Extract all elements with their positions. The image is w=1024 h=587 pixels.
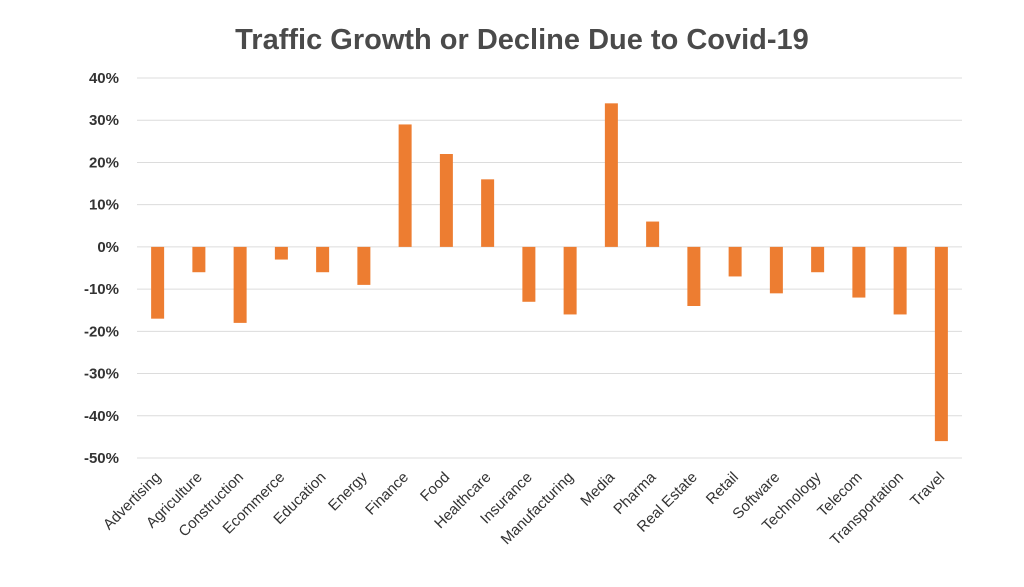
gridlines [137,77,962,459]
chart-title: Traffic Growth or Decline Due to Covid-1… [235,24,809,56]
x-tick-label: Travel [907,469,948,510]
y-tick-label: 10% [89,197,119,214]
y-tick-label: -10% [84,281,119,298]
bar-finance [398,124,412,247]
y-tick-label: 20% [89,154,119,171]
bar-food [439,154,453,247]
x-tick-label: Transportation [827,469,907,549]
bar-education [316,246,330,273]
x-tick-label: Manufacturing [498,469,577,548]
bar-agriculture [192,246,206,273]
x-tick-label: Finance [362,469,412,519]
bar-software [769,246,783,294]
y-tick-label: 30% [89,112,119,129]
bar-real-estate [687,246,701,306]
y-tick-label: -40% [84,408,119,425]
bar-transportation [893,246,907,315]
bar-healthcare [481,179,495,247]
y-tick-label: -50% [84,450,119,467]
x-tick-label: Food [417,469,453,505]
bar-travel [934,246,948,442]
bar-insurance [522,246,536,302]
bar-media [604,103,618,247]
bar-construction [233,246,247,323]
bar-ecommerce [274,246,288,260]
y-tick-label: 0% [97,239,119,256]
bar-telecom [852,246,866,298]
y-tick-label: 40% [89,70,119,87]
bar-technology [811,246,825,273]
bar-manufacturing [563,246,577,315]
bars [151,103,948,442]
bar-pharma [646,221,660,247]
x-axis-ticks: AdvertisingAgricultureConstructionEcomme… [100,468,948,548]
y-axis-ticks: 40% 30% 20% 10% 0% -10% -20% -30% -40% -50% [84,70,119,467]
y-tick-label: -30% [84,366,119,383]
bar-retail [728,246,742,277]
bar-advertising [151,246,165,319]
bar-energy [357,246,371,285]
x-tick-label: Retail [703,469,742,508]
y-tick-label: -20% [84,323,119,340]
